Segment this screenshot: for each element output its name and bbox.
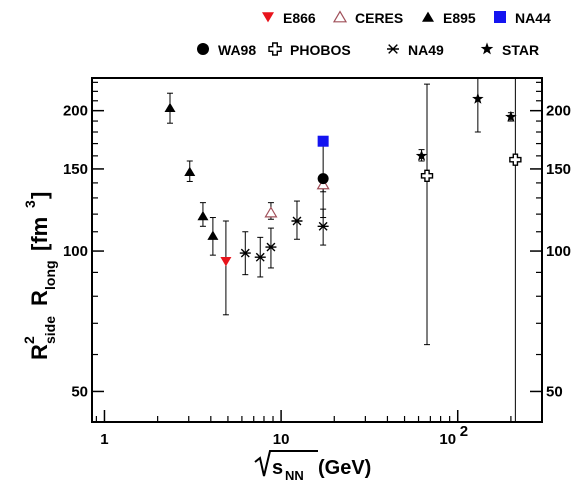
x-axis-title-sub: NN xyxy=(285,468,304,483)
legend-label-e866: E866 xyxy=(283,10,316,26)
legend-label-e895: E895 xyxy=(443,10,476,26)
y-tick-label-left: 200 xyxy=(63,103,88,120)
error-bars xyxy=(167,78,516,422)
data-point-star xyxy=(505,110,517,122)
x-tick-label-exponent: 2 xyxy=(460,423,468,440)
y-tick-label-right: 50 xyxy=(546,383,563,400)
data-markers xyxy=(164,92,522,267)
legend-label-ceres: CERES xyxy=(355,10,403,26)
legend-label-wa98: WA98 xyxy=(218,42,256,58)
legend-marker-e895 xyxy=(422,11,434,22)
legend-label-na49: NA49 xyxy=(408,42,444,58)
x-axis-title: s NN (GeV) xyxy=(254,450,371,483)
y-tick-label-left: 50 xyxy=(71,383,88,400)
y-axis-title-unit-sup: 3 xyxy=(22,200,38,208)
y-axis-title-r2-sub: long xyxy=(42,260,58,290)
y-axis-title-unit-close: ] xyxy=(27,192,52,199)
legend-label-phobos: PHOBOS xyxy=(290,42,351,58)
y-tick-label-right: 150 xyxy=(546,161,571,178)
data-point-na49 xyxy=(317,221,329,231)
data-point-e895 xyxy=(184,166,196,177)
data-point-e866 xyxy=(220,257,232,267)
data-point-phobos xyxy=(420,169,434,182)
y-axis-title-r1: R xyxy=(27,344,52,360)
legend-label-na44: NA44 xyxy=(515,10,551,26)
y-axis-title-r1-sub: side xyxy=(42,316,58,344)
data-point-na49 xyxy=(239,248,251,258)
data-point-phobos xyxy=(509,153,522,166)
x-axis-title-base: s xyxy=(272,457,283,479)
legend-marker-phobos xyxy=(268,42,282,56)
y-axis-title-unit-open: [fm xyxy=(27,217,52,251)
data-point-na49 xyxy=(265,242,277,252)
legend-label-star: STAR xyxy=(502,42,539,58)
data-point-na44 xyxy=(317,135,329,147)
legend-marker-na44 xyxy=(494,11,506,23)
data-point-e895 xyxy=(197,210,209,221)
data-point-na49 xyxy=(254,252,266,262)
legend-marker-ceres xyxy=(332,10,348,23)
legend-marker-e866 xyxy=(262,12,274,23)
legend-marker-wa98 xyxy=(197,43,209,55)
data-point-star xyxy=(472,92,484,104)
data-point-na49 xyxy=(291,216,303,226)
x-axis-title-radical xyxy=(254,450,318,477)
y-tick-label-right: 100 xyxy=(546,243,571,260)
legend-marker-na49 xyxy=(387,44,399,54)
x-tick-label: 10 xyxy=(439,431,456,448)
data-point-star xyxy=(415,149,428,161)
y-tick-label-left: 150 xyxy=(63,161,88,178)
data-point-ceres xyxy=(264,206,278,218)
legend: E866 CERES E895 NA44 WA98 PHOBOS NA49 STAR xyxy=(197,10,551,58)
plot-frame xyxy=(91,77,543,423)
data-point-e895 xyxy=(164,102,176,113)
y-tick-label-left: 100 xyxy=(63,243,88,260)
legend-marker-star xyxy=(480,42,494,55)
x-tick-label: 10 xyxy=(273,431,290,448)
data-point-e895 xyxy=(207,230,219,240)
y-tick-label-right: 200 xyxy=(546,103,571,120)
x-axis-title-unit: (GeV) xyxy=(318,457,371,479)
data-point-wa98 xyxy=(317,173,329,185)
x-tick-label: 1 xyxy=(100,431,108,448)
y-axis-title-r1-sup: 2 xyxy=(21,336,37,344)
y-axis-title: R 2 side R long [fm 3 ] xyxy=(21,192,58,360)
y-axis-title-r2: R xyxy=(27,290,52,306)
